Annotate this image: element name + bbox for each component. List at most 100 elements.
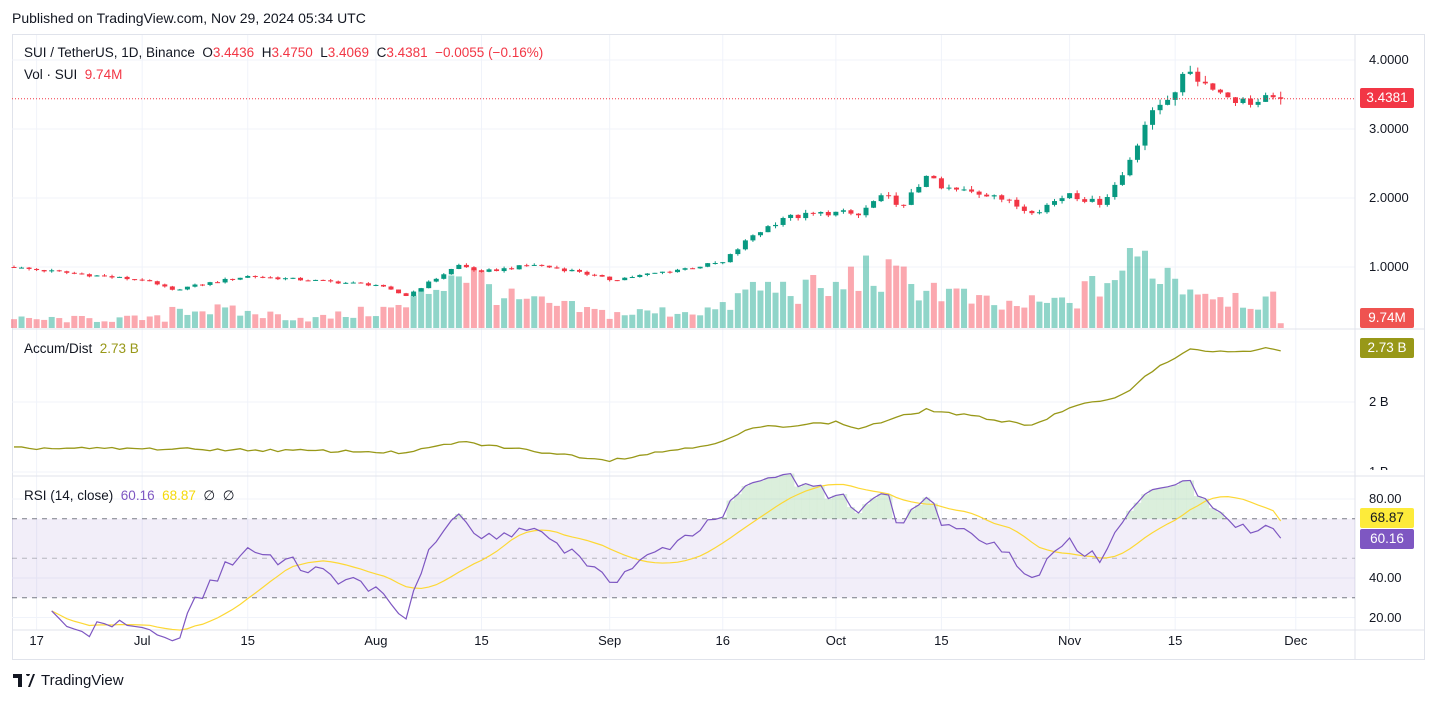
time-axis-label: 15 [934, 633, 949, 648]
ad-value-tag: 2.73 B [1360, 338, 1414, 358]
candle-body [735, 249, 741, 255]
volume-bar [599, 309, 606, 328]
candle-body [448, 268, 454, 275]
candle-body [41, 270, 47, 272]
ad-value: 2.73 B [99, 341, 139, 356]
candle-body [282, 278, 288, 280]
candle-body [1165, 99, 1171, 105]
rsi-overbought-fill [1201, 498, 1210, 519]
candle-body [486, 269, 492, 272]
candle-body [1134, 145, 1140, 160]
volume-bar [433, 289, 440, 328]
volume-bar [795, 303, 802, 328]
candle-body [908, 192, 914, 205]
candle-body [871, 201, 877, 208]
rsi-overbought-fill [915, 504, 923, 519]
volume-bar [885, 259, 892, 328]
volume-bar [1006, 300, 1013, 328]
time-axis-label: Jul [133, 633, 151, 648]
candle-body [350, 282, 356, 284]
volume-bar [697, 315, 704, 328]
rsi-overbought-fill [764, 477, 772, 519]
volume-bar [455, 276, 462, 328]
candle-body [720, 262, 726, 264]
volume-bar [576, 312, 583, 328]
volume-bar [146, 316, 153, 328]
candle-body [1187, 71, 1193, 74]
volume-bar [976, 295, 983, 328]
volume-bar [727, 309, 734, 328]
candle-body [584, 271, 590, 275]
volume-bar [749, 281, 756, 328]
symbol-label[interactable]: SUI / TetherUS, 1D, Binance [24, 45, 195, 60]
candle-body [184, 286, 190, 290]
price-axis-label: 1.0000 [1369, 259, 1409, 274]
volume-bar [139, 320, 146, 328]
volume-bar [636, 309, 643, 328]
candle-body [1067, 193, 1073, 199]
rsi-overbought-fill [877, 493, 885, 519]
candle-body [49, 270, 55, 272]
candle-body [245, 275, 251, 278]
candle-body [290, 277, 296, 279]
volume-bar [923, 290, 930, 328]
volume-bar [56, 318, 63, 328]
volume-bar [267, 311, 274, 328]
candle-body [320, 279, 326, 281]
candle-body [546, 265, 552, 268]
candle-body [471, 267, 477, 271]
open-value: 3.4436 [212, 45, 255, 60]
volume-bar [259, 318, 266, 328]
volume-bar [538, 296, 545, 328]
last-price-tag: 3.4381 [1360, 88, 1414, 108]
rsi-overbought-fill [869, 498, 878, 519]
volume-bar [1066, 302, 1073, 328]
volume-bar [689, 314, 696, 328]
tradingview-logo[interactable]: TradingView [13, 672, 124, 689]
volume-bar [1051, 297, 1058, 328]
candle-body [607, 276, 613, 281]
ad-label[interactable]: Accum/Dist [24, 341, 93, 356]
candle-body [969, 189, 975, 192]
candle-body [916, 186, 922, 193]
volume-bar [11, 319, 17, 328]
candle-body [1029, 210, 1035, 214]
candle-body [237, 277, 243, 280]
volume-bar [629, 314, 636, 328]
volume-bar [229, 305, 236, 328]
candle-body [169, 286, 175, 290]
candle-body [222, 278, 228, 283]
candle-body [403, 293, 409, 296]
candle-body [923, 175, 929, 187]
candle-body [1089, 198, 1095, 202]
candle-body [1157, 104, 1163, 111]
candle-body [1150, 110, 1156, 125]
volume-bar [305, 321, 312, 328]
volume-bar [1043, 302, 1050, 328]
candle-body [230, 278, 236, 280]
volume-label[interactable]: Vol · SUI [24, 67, 78, 82]
volume-bar [169, 306, 176, 328]
candle-body [893, 195, 899, 205]
candle-body [275, 277, 281, 280]
candle-body [659, 271, 665, 273]
volume-bar [863, 255, 870, 328]
candle-body [1248, 98, 1254, 105]
volume-bar [1255, 309, 1262, 328]
high-label: H [261, 45, 272, 60]
candle-body [1006, 199, 1012, 201]
volume-bar [870, 285, 877, 328]
volume-bar [320, 314, 327, 328]
volume-bar [780, 281, 787, 328]
volume-bar [961, 288, 968, 328]
candle-body [267, 277, 273, 279]
volume-bar [855, 290, 862, 328]
rsi-label[interactable]: RSI (14, close) [24, 488, 114, 503]
candle-body [614, 280, 620, 282]
rsi-overbought-fill [847, 507, 855, 519]
candle-body [1195, 71, 1201, 82]
rsi-ma-line [51, 483, 1282, 631]
rsi-overbought-fill [1216, 512, 1225, 519]
volume-bar [1059, 297, 1066, 328]
